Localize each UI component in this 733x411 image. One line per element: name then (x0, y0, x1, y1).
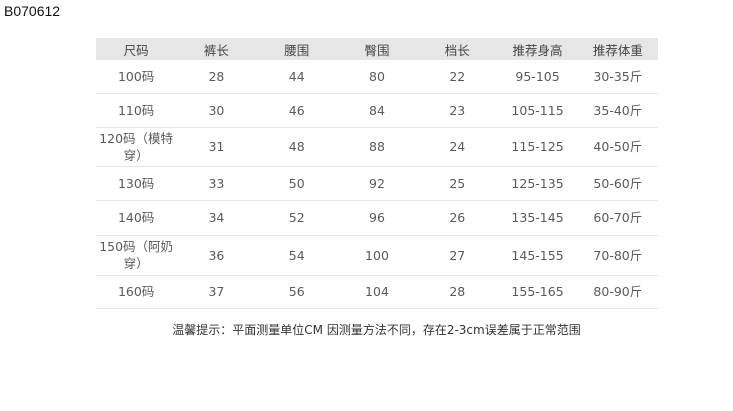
value-cell: 145-155 (497, 235, 578, 276)
value-cell: 56 (256, 275, 337, 309)
value-cell: 54 (256, 235, 337, 276)
size-cell: 130码 (96, 166, 177, 201)
size-cell: 100码 (96, 60, 177, 94)
value-cell: 105-115 (497, 93, 578, 128)
value-cell: 36 (176, 235, 257, 276)
value-cell: 26 (417, 200, 498, 236)
column-header: 裤长 (176, 38, 257, 60)
value-cell: 44 (256, 60, 337, 94)
value-cell: 100 (336, 235, 418, 276)
value-cell: 88 (336, 127, 418, 167)
table-row: 110码 30 46 84 23 105-115 35-40斤 (96, 93, 658, 128)
table-row: 140码 34 52 96 26 135-145 60-70斤 (96, 200, 658, 236)
value-cell: 80-90斤 (577, 275, 658, 309)
value-cell: 135-145 (497, 200, 578, 236)
table-header-row: 尺码 裤长 腰围 臀围 档长 推荐身高 推荐体重 (96, 38, 658, 60)
value-cell: 35-40斤 (577, 93, 658, 128)
value-cell: 40-50斤 (577, 127, 658, 167)
column-header: 推荐身高 (497, 38, 578, 60)
value-cell: 125-135 (497, 166, 578, 201)
value-cell: 46 (256, 93, 337, 128)
value-cell: 24 (417, 127, 498, 167)
value-cell: 28 (176, 60, 257, 94)
column-header: 尺码 (96, 38, 177, 60)
value-cell: 104 (336, 275, 418, 309)
size-cell: 140码 (96, 200, 177, 236)
value-cell: 115-125 (497, 127, 578, 167)
table-row: 100码 28 44 80 22 95-105 30-35斤 (96, 60, 658, 94)
value-cell: 155-165 (497, 275, 578, 309)
size-cell: 150码（阿奶穿） (96, 235, 177, 276)
value-cell: 30 (176, 93, 257, 128)
value-cell: 30-35斤 (577, 60, 658, 94)
value-cell: 84 (336, 93, 418, 128)
column-header: 推荐体重 (577, 38, 658, 60)
value-cell: 22 (417, 60, 498, 94)
value-cell: 52 (256, 200, 337, 236)
value-cell: 28 (417, 275, 498, 309)
value-cell: 70-80斤 (577, 235, 658, 276)
measurement-note: 温馨提示：平面测量单位CM 因测量方法不同，存在2-3cm误差属于正常范围 (172, 323, 581, 337)
value-cell: 96 (336, 200, 418, 236)
value-cell: 31 (176, 127, 257, 167)
size-cell: 110码 (96, 93, 177, 128)
column-header: 臀围 (336, 38, 418, 60)
value-cell: 95-105 (497, 60, 578, 94)
value-cell: 50 (256, 166, 337, 201)
value-cell: 25 (417, 166, 498, 201)
size-cell: 160码 (96, 275, 177, 309)
value-cell: 33 (176, 166, 257, 201)
value-cell: 34 (176, 200, 257, 236)
value-cell: 60-70斤 (577, 200, 658, 236)
column-header: 腰围 (256, 38, 337, 60)
size-cell: 120码（模特穿） (96, 127, 177, 167)
table-row: 120码（模特穿） 31 48 88 24 115-125 40-50斤 (96, 127, 658, 167)
table-row: 130码 33 50 92 25 125-135 50-60斤 (96, 166, 658, 201)
table-row: 150码（阿奶穿） 36 54 100 27 145-155 70-80斤 (96, 235, 658, 276)
product-code: B070612 (4, 3, 61, 19)
value-cell: 50-60斤 (577, 166, 658, 201)
value-cell: 92 (336, 166, 418, 201)
value-cell: 27 (417, 235, 498, 276)
value-cell: 48 (256, 127, 337, 167)
value-cell: 37 (176, 275, 257, 309)
size-chart-table: 尺码 裤长 腰围 臀围 档长 推荐身高 推荐体重 100码 28 44 80 22 95-105 30-… (96, 38, 658, 309)
value-cell: 80 (336, 60, 418, 94)
table-row: 160码 37 56 104 28 155-165 80-90斤 (96, 275, 658, 309)
value-cell: 23 (417, 93, 498, 128)
column-header: 档长 (417, 38, 498, 60)
